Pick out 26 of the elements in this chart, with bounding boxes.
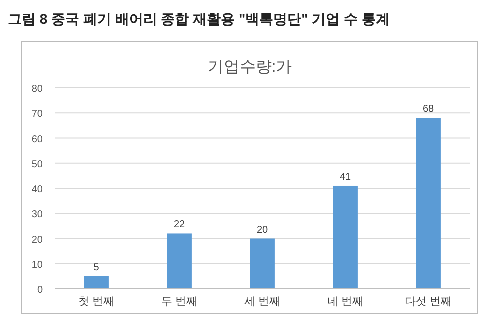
- chart-title: 그림 8 중국 폐기 배어리 종합 재활용 "백록명단" 기업 수 통계: [8, 11, 390, 27]
- x-tick-label: 세 번째: [244, 296, 281, 308]
- bar: [167, 234, 192, 289]
- y-tick-label: 80: [32, 84, 44, 95]
- data-label: 68: [422, 104, 434, 116]
- y-tick-label: 50: [32, 159, 44, 170]
- x-tick-label: 네 번째: [327, 296, 364, 308]
- data-label: 20: [256, 224, 268, 236]
- x-tick-label: 두 번째: [161, 296, 198, 308]
- y-tick-label: 30: [32, 210, 44, 221]
- y-tick-label: 70: [32, 109, 44, 120]
- data-label: 22: [174, 220, 186, 231]
- bar: [250, 238, 275, 289]
- data-label: 5: [94, 262, 100, 274]
- bar: [84, 276, 109, 289]
- bar: [333, 186, 358, 289]
- x-tick-label: 첫 번째: [78, 296, 115, 308]
- data-label: 41: [340, 172, 352, 183]
- y-tick-label: 60: [32, 134, 44, 146]
- y-tick-label: 40: [32, 184, 44, 196]
- x-tick-label: 다섯 번째: [404, 296, 452, 308]
- y-tick-label: 0: [37, 285, 44, 296]
- y-tick-label: 10: [32, 260, 44, 271]
- chart-subtitle: 기업수량:가: [208, 59, 292, 76]
- bar: [416, 118, 441, 289]
- y-tick-label: 20: [32, 234, 44, 246]
